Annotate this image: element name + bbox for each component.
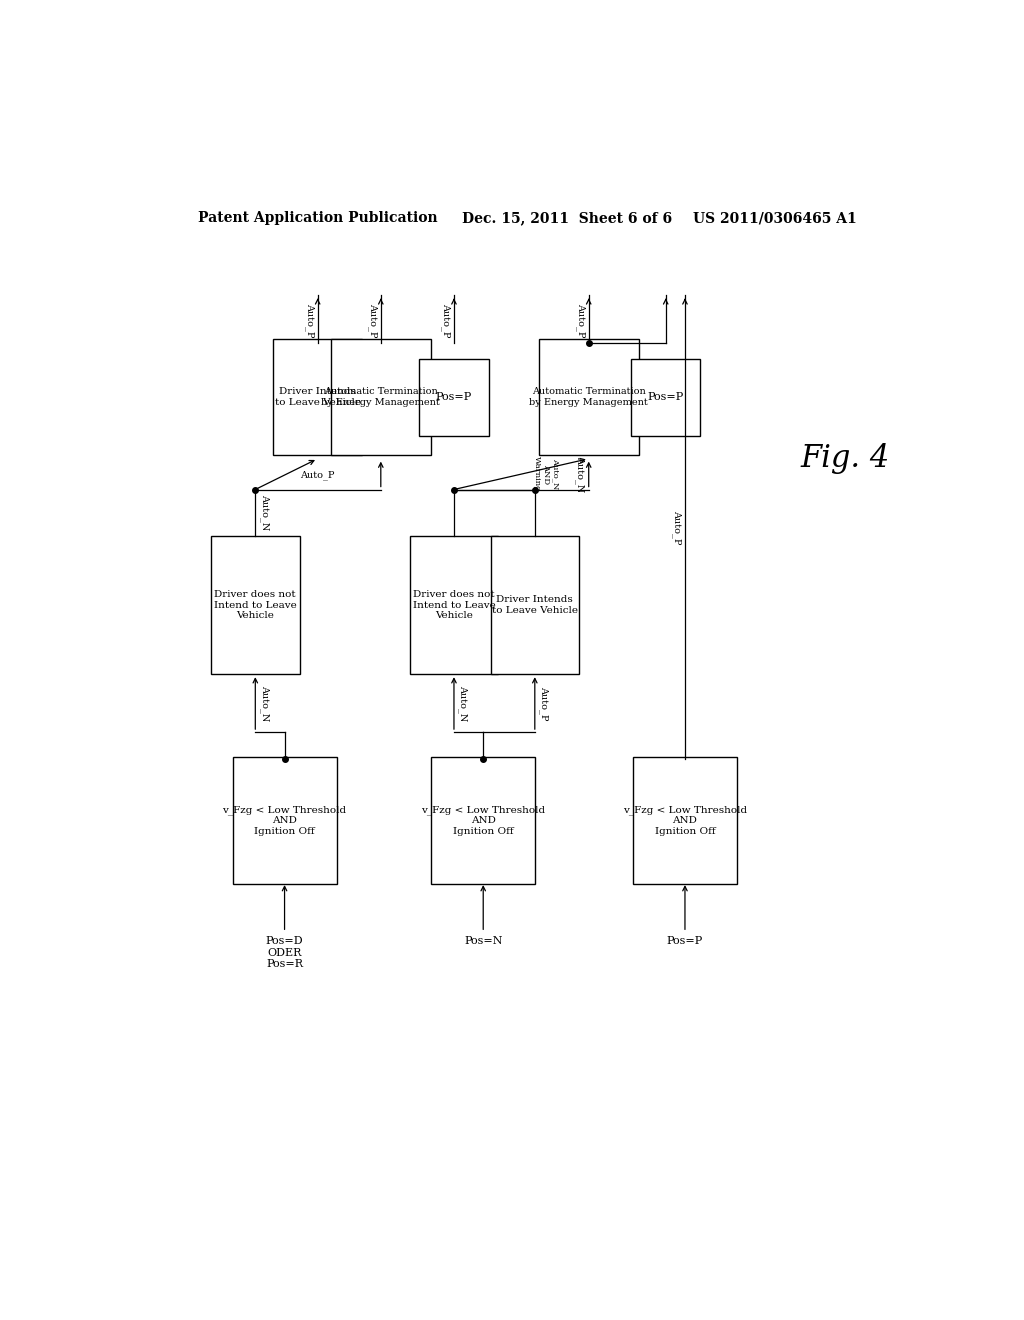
Bar: [633, 758, 737, 884]
Text: Driver Intends
to Leave Vehicle: Driver Intends to Leave Vehicle: [492, 595, 578, 615]
Bar: [331, 339, 431, 455]
Text: Pos=P: Pos=P: [647, 392, 684, 403]
Text: Auto_N
AND
Warning: Auto_N AND Warning: [534, 457, 559, 492]
Text: Pos=D
ODER
Pos=R: Pos=D ODER Pos=R: [266, 936, 303, 969]
Text: Automatic Termination
by Energy Management: Automatic Termination by Energy Manageme…: [529, 387, 648, 407]
Text: Auto_P: Auto_P: [577, 302, 586, 338]
Text: v_Fzg < Low Threshold
AND
Ignition Off: v_Fzg < Low Threshold AND Ignition Off: [222, 805, 346, 836]
Bar: [490, 536, 580, 675]
Bar: [232, 758, 337, 884]
Text: Pos=N: Pos=N: [464, 936, 503, 946]
Text: v_Fzg < Low Threshold
AND
Ignition Off: v_Fzg < Low Threshold AND Ignition Off: [421, 805, 546, 836]
Text: Automatic Termination
by Energy Management: Automatic Termination by Energy Manageme…: [322, 387, 440, 407]
Text: Auto_P: Auto_P: [673, 510, 682, 544]
Bar: [431, 758, 536, 884]
Text: Pos=P: Pos=P: [436, 392, 472, 403]
Text: Dec. 15, 2011  Sheet 6 of 6: Dec. 15, 2011 Sheet 6 of 6: [462, 211, 672, 226]
Text: Auto_P: Auto_P: [441, 302, 452, 338]
Text: Pos=P: Pos=P: [667, 936, 703, 946]
Bar: [419, 359, 488, 436]
Text: Auto_N: Auto_N: [459, 685, 468, 721]
Bar: [211, 536, 300, 675]
Text: Auto_P: Auto_P: [369, 302, 378, 338]
Text: Auto_N: Auto_N: [260, 685, 269, 721]
Text: Fig. 4: Fig. 4: [801, 444, 890, 474]
Text: Driver does not
Intend to Leave
Vehicle: Driver does not Intend to Leave Vehicle: [214, 590, 297, 620]
Text: Auto_N: Auto_N: [574, 455, 585, 492]
Bar: [539, 339, 639, 455]
Text: Auto_P: Auto_P: [305, 302, 314, 338]
Text: Auto_P: Auto_P: [540, 685, 549, 719]
Text: US 2011/0306465 A1: US 2011/0306465 A1: [692, 211, 856, 226]
Bar: [410, 536, 499, 675]
Bar: [273, 339, 361, 455]
Text: Auto_N: Auto_N: [260, 495, 269, 531]
Text: Auto_P: Auto_P: [300, 470, 335, 480]
Text: Patent Application Publication: Patent Application Publication: [199, 211, 438, 226]
Text: Driver Intends
to Leave Vehicle: Driver Intends to Leave Vehicle: [274, 387, 360, 407]
Bar: [631, 359, 700, 436]
Text: v_Fzg < Low Threshold
AND
Ignition Off: v_Fzg < Low Threshold AND Ignition Off: [623, 805, 748, 836]
Text: Driver does not
Intend to Leave
Vehicle: Driver does not Intend to Leave Vehicle: [413, 590, 496, 620]
